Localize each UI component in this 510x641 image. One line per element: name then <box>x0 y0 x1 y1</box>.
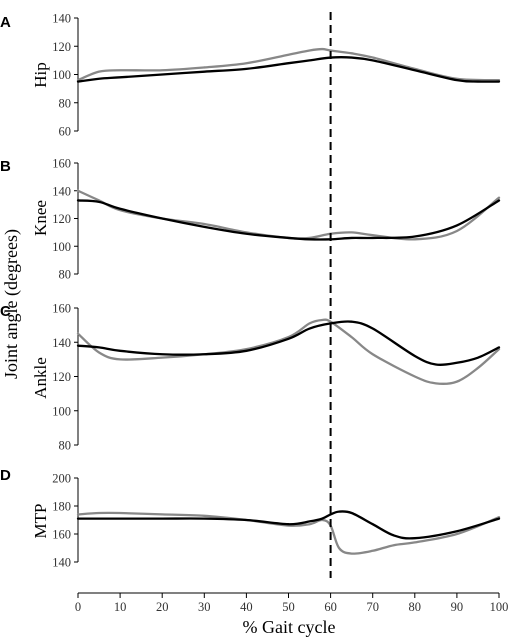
y-tick-label: 120 <box>52 212 71 226</box>
y-tick-label: 120 <box>52 40 71 54</box>
y-tick-label: 80 <box>59 439 72 453</box>
x-tick-label: 60 <box>324 600 337 614</box>
y-axis-title: Joint angle (degrees) <box>1 229 22 379</box>
y-tick-label: 140 <box>52 336 71 350</box>
panel-letter: D <box>0 467 11 484</box>
gray-series-line <box>76 47 501 82</box>
black-series-line <box>76 199 501 241</box>
gray-series-line <box>76 318 501 386</box>
panel-c: 80 100 120 140 160 C Ankle <box>0 302 501 453</box>
black-series-line <box>76 320 501 367</box>
panel-b: 80 100 120 140 160 B Knee <box>0 157 501 282</box>
y-tick-label: 120 <box>52 370 71 384</box>
y-tick-label: 80 <box>59 268 72 282</box>
panel-ylabel: Knee <box>31 200 50 236</box>
y-tick-label: 160 <box>52 302 71 316</box>
x-axis-title: % Gait cycle <box>243 617 336 637</box>
black-series-line <box>76 510 501 540</box>
x-tick-label: 10 <box>114 600 127 614</box>
panel-ylabel: Ankle <box>31 357 50 399</box>
panel-ylabel: MTP <box>31 504 50 539</box>
panel-letter: B <box>0 158 11 175</box>
x-tick-label: 0 <box>75 600 81 614</box>
y-tick-label: 140 <box>52 184 71 198</box>
x-tick-label: 40 <box>240 600 253 614</box>
panel-d: 140 160 180 200 D MTP <box>0 467 501 570</box>
x-tick-label: 90 <box>451 600 464 614</box>
x-tick-label: 70 <box>366 600 379 614</box>
y-tick-label: 160 <box>52 157 71 171</box>
y-tick-label: 160 <box>52 528 71 542</box>
y-tick-label: 100 <box>52 68 71 82</box>
black-series-line <box>76 56 501 83</box>
y-tick-label: 200 <box>52 472 71 486</box>
y-tick-label: 80 <box>59 96 72 110</box>
gray-series-line <box>76 511 501 555</box>
y-tick-label: 180 <box>52 500 71 514</box>
panel-letter: C <box>0 303 11 320</box>
x-axis: 0 10 20 30 40 50 60 70 80 90 100 <box>75 592 509 614</box>
panels-layer: 6080100120140AHip80100120140160BKnee8010… <box>0 12 508 615</box>
panel-ylabel: Hip <box>31 62 50 88</box>
panel-letter: A <box>0 14 11 31</box>
panel-a: 60 80 100 120 140 A Hip <box>0 12 501 139</box>
y-tick-label: 100 <box>52 404 71 418</box>
x-tick-label: 50 <box>282 600 295 614</box>
x-tick-label: 20 <box>156 600 169 614</box>
x-tick-label: 30 <box>198 600 211 614</box>
y-tick-label: 100 <box>52 240 71 254</box>
x-tick-label: 100 <box>490 600 509 614</box>
x-tick-label: 80 <box>409 600 422 614</box>
y-tick-label: 140 <box>52 556 71 570</box>
y-tick-label: 60 <box>59 125 72 139</box>
y-tick-label: 140 <box>52 12 71 26</box>
